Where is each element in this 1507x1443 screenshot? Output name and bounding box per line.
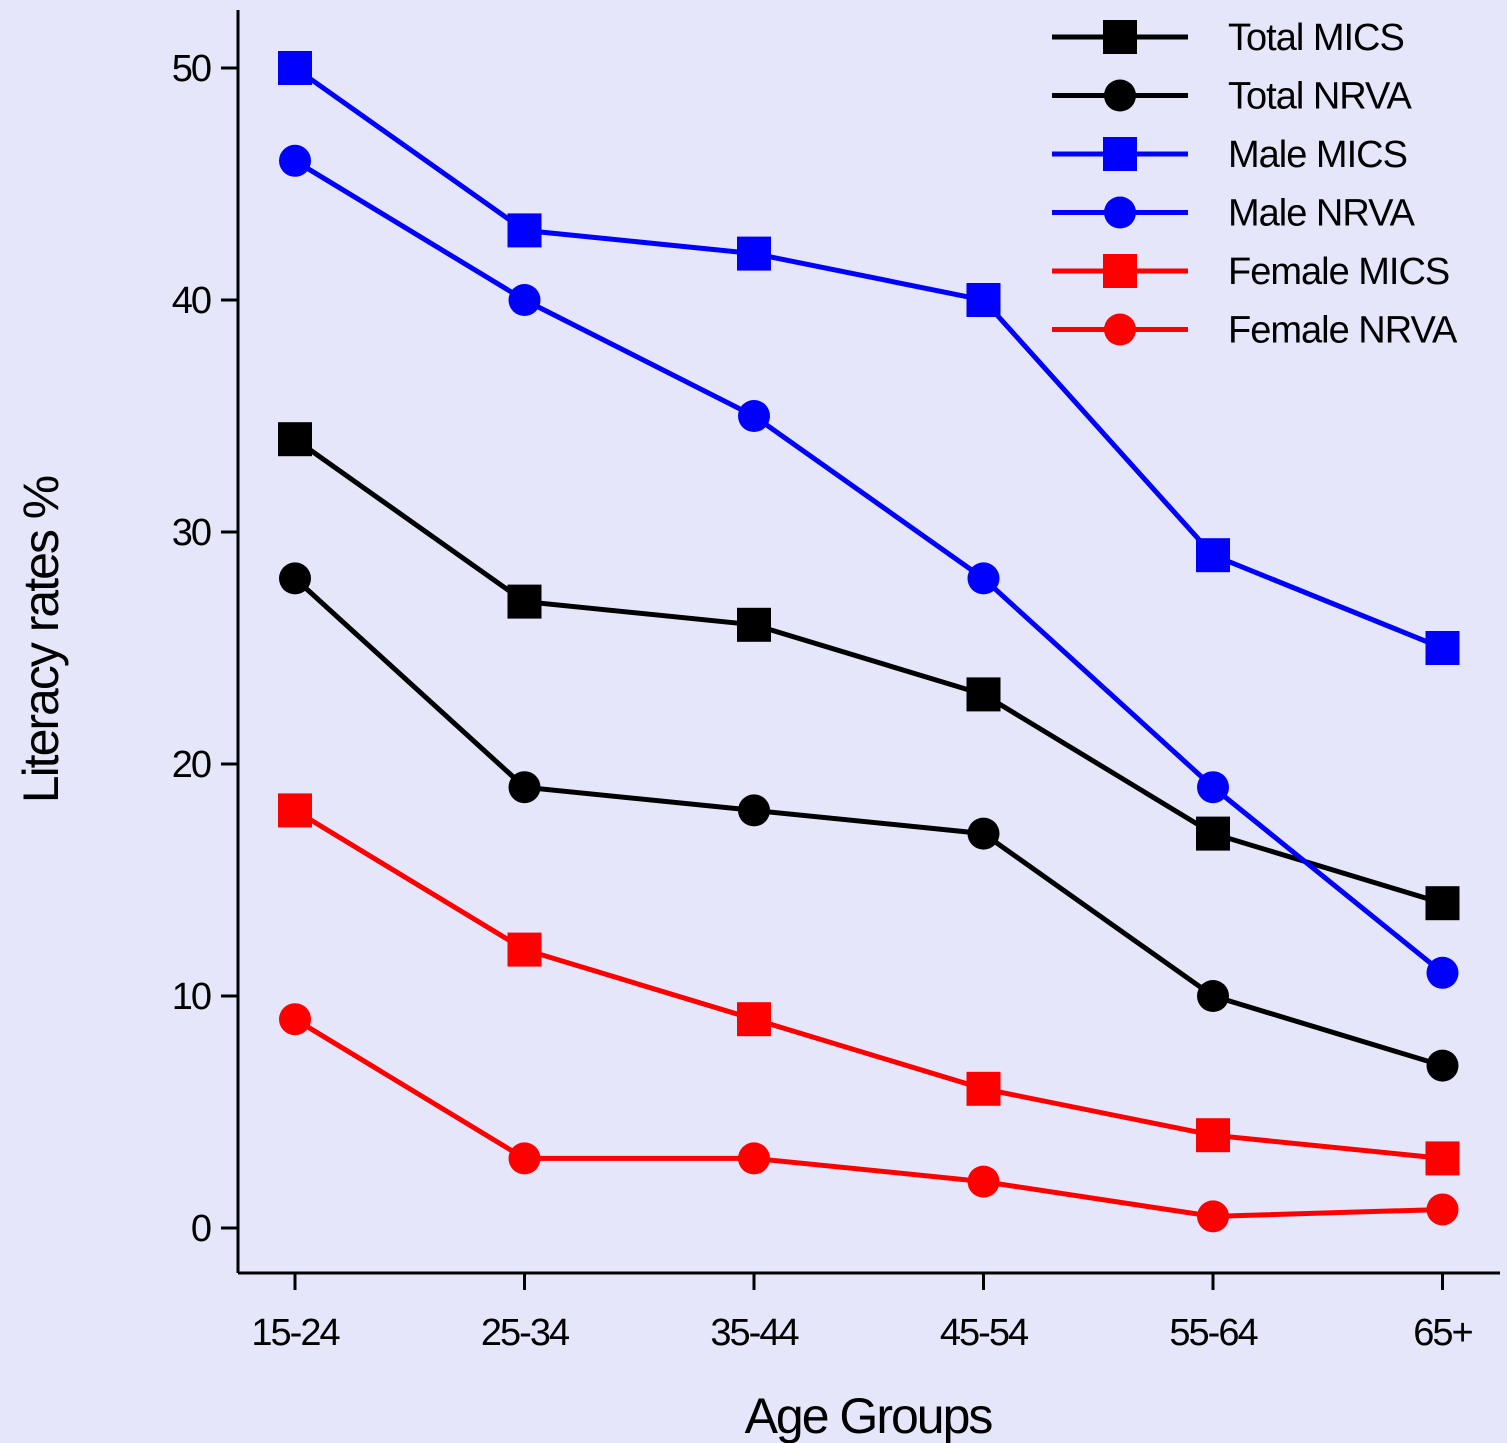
series-line: [293, 158, 1445, 975]
legend-marker: [1104, 79, 1136, 112]
x-tick-label: 65+: [1413, 1312, 1472, 1354]
y-tick-label: 40: [172, 280, 211, 322]
x-tick-label: 45-54: [940, 1312, 1029, 1354]
data-point: [1197, 980, 1229, 1012]
data-point: [508, 1142, 541, 1175]
data-point: [508, 771, 541, 804]
data-point: [738, 794, 770, 827]
x-tick-label: 55-64: [1169, 1312, 1258, 1354]
y-tick-label: 0: [191, 1208, 211, 1250]
legend-marker: [1103, 137, 1137, 171]
legend-item-male-mics: Male MICS: [1052, 134, 1408, 176]
y-tick-label: 20: [172, 744, 211, 786]
data-point: [967, 562, 1000, 595]
data-point: [967, 1165, 1000, 1198]
data-point: [737, 607, 771, 642]
x-tick-label: 15-24: [251, 1312, 340, 1354]
data-point: [1196, 1118, 1230, 1153]
data-point: [966, 1071, 1001, 1106]
series-female-nrva: [279, 1003, 1459, 1233]
legend-marker: [1103, 254, 1137, 288]
data-point: [1425, 1141, 1460, 1176]
series-total-mics: [278, 422, 1460, 921]
data-point: [1425, 886, 1460, 921]
data-point: [278, 51, 312, 85]
legend-label: Male NRVA: [1228, 193, 1416, 235]
y-tick-label: 50: [172, 48, 211, 90]
y-tick-label: 30: [172, 512, 211, 554]
series-line: [293, 65, 1444, 651]
data-point: [1426, 1049, 1459, 1082]
legend-label: Total MICS: [1228, 17, 1404, 59]
x-axis-title: Age Groups: [745, 1388, 993, 1443]
data-point: [279, 562, 311, 595]
legend-item-total-nrva: Total NRVA: [1052, 76, 1414, 118]
data-point: [1196, 816, 1230, 851]
data-point: [279, 144, 311, 177]
series-line: [293, 437, 1444, 906]
legend-marker: [1104, 196, 1136, 229]
series-female-mics: [278, 793, 1460, 1176]
data-point: [507, 584, 542, 619]
legend-item-male-nrva: Male NRVA: [1052, 193, 1417, 235]
legend-marker: [1103, 20, 1137, 54]
legend: Total MICS Total NRVA Male MICS Male NRVA Fe…: [1052, 17, 1459, 352]
data-point: [278, 422, 312, 457]
data-point: [966, 283, 1001, 317]
y-tick-label: 10: [172, 976, 211, 1018]
data-point: [738, 1142, 770, 1175]
series-line: [293, 808, 1443, 1161]
legend-item-female-nrva: Female NRVA: [1052, 310, 1459, 352]
data-point: [966, 677, 1001, 712]
data-point: [737, 236, 771, 271]
legend-label: Total NRVA: [1228, 76, 1413, 118]
data-point: [1425, 631, 1460, 665]
legend-label: Male MICS: [1228, 134, 1407, 176]
data-point: [507, 932, 542, 967]
legend-marker: [1104, 313, 1136, 346]
series-line: [293, 1017, 1443, 1219]
legend-item-total-mics: Total MICS: [1052, 17, 1405, 59]
x-tick-label: 25-34: [481, 1312, 570, 1354]
data-point: [1197, 1200, 1229, 1233]
x-tick-label: 35-44: [710, 1312, 799, 1354]
data-point: [1196, 538, 1230, 573]
data-point: [279, 1003, 311, 1036]
series-male-mics: [278, 51, 1460, 665]
legend-label: Female MICS: [1228, 251, 1449, 293]
axes: 0 10 20 30 40 50 15-24 25-34 35-44 45-54 55-64 65+: [172, 10, 1500, 1354]
legend-label: Female NRVA: [1228, 310, 1458, 352]
legend-item-female-mics: Female MICS: [1052, 251, 1450, 293]
data-point: [1426, 956, 1459, 989]
data-point: [508, 284, 541, 316]
data-point: [738, 400, 770, 432]
series-layer: [278, 51, 1460, 1233]
data-point: [507, 213, 542, 248]
series-line: [293, 576, 1444, 1068]
data-point: [737, 1002, 771, 1037]
data-point: [967, 817, 1000, 850]
data-point: [1426, 1193, 1459, 1226]
y-axis-title: Literacy rates %: [13, 476, 69, 803]
data-point: [1197, 771, 1229, 804]
series-total-nrva: [279, 562, 1459, 1082]
data-point: [278, 793, 312, 828]
series-male-nrva: [279, 144, 1459, 989]
